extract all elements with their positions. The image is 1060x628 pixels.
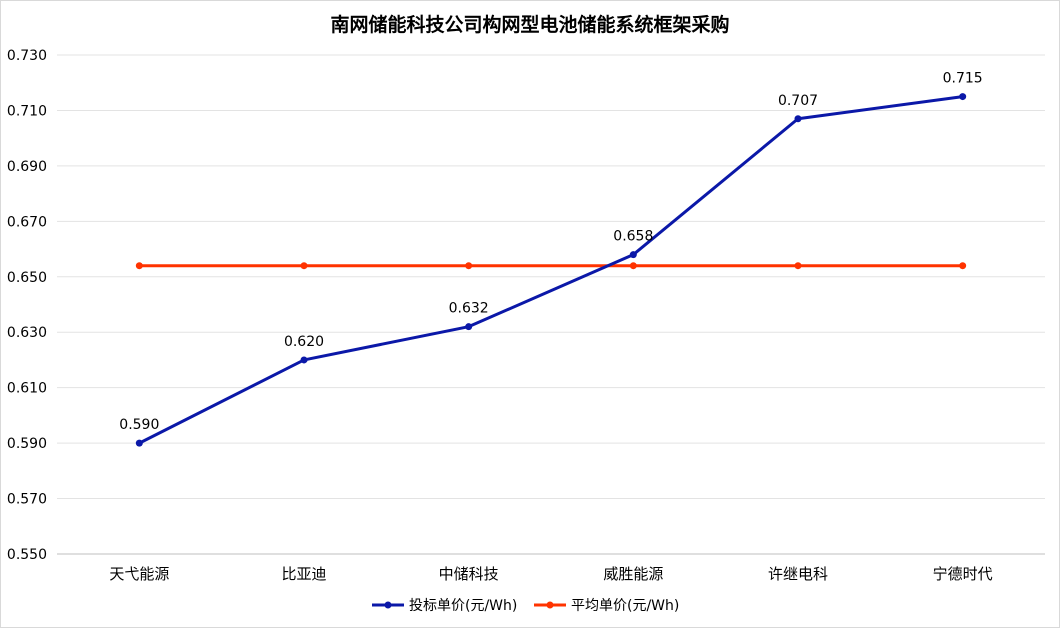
y-tick-label: 0.710 (7, 103, 47, 119)
y-tick-label: 0.670 (7, 214, 47, 230)
data-point (135, 439, 143, 447)
series-line (138, 95, 963, 445)
data-point (465, 323, 473, 331)
legend-label: 投标单价(元/Wh) (409, 598, 517, 614)
data-label: 0.715 (943, 71, 983, 87)
x-tick-label: 许继电科 (768, 565, 828, 583)
x-tick-label: 宁德时代 (933, 565, 993, 583)
data-point (465, 262, 473, 270)
y-tick-label: 0.570 (7, 492, 47, 508)
data-point (300, 262, 308, 270)
data-label: 0.658 (613, 229, 653, 245)
chart-title: 南网储能科技公司构网型电池储能系统框架采购 (330, 13, 729, 36)
data-label: 0.620 (284, 334, 324, 350)
data-point (959, 262, 967, 270)
y-tick-label: 0.590 (7, 436, 47, 452)
y-tick-label: 0.610 (7, 381, 47, 397)
legend-label: 平均单价(元/Wh) (571, 598, 679, 614)
data-point (794, 115, 802, 123)
legend: 投标单价(元/Wh) 平均单价(元/Wh) (372, 598, 679, 614)
x-tick-label: 天弋能源 (109, 565, 169, 583)
x-tick-label: 威胜能源 (603, 565, 663, 583)
y-tick-label: 0.730 (7, 48, 47, 64)
data-label: 0.707 (778, 93, 818, 109)
series-layer: 0.590 0.620 0.632 0.658 0.707 0.715 (119, 71, 983, 447)
data-label: 0.632 (449, 301, 489, 317)
legend-marker (384, 601, 392, 609)
data-point (794, 262, 802, 270)
axis-layer: 0.550 0.570 0.590 0.610 0.630 0.650 0.670 0.690… (7, 48, 993, 583)
x-tick-label: 中储科技 (439, 565, 499, 583)
y-tick-label: 0.690 (7, 159, 47, 175)
x-tick-label: 比亚迪 (281, 565, 326, 583)
grid-layer (57, 54, 1045, 555)
data-label: 0.590 (119, 417, 159, 433)
data-point (959, 93, 967, 101)
y-tick-label: 0.550 (7, 547, 47, 563)
data-point (629, 251, 637, 259)
legend-marker (546, 601, 554, 609)
data-point (300, 356, 308, 364)
y-tick-label: 0.650 (7, 270, 47, 286)
y-tick-label: 0.630 (7, 325, 47, 341)
data-point (629, 262, 637, 270)
data-point (135, 262, 143, 270)
